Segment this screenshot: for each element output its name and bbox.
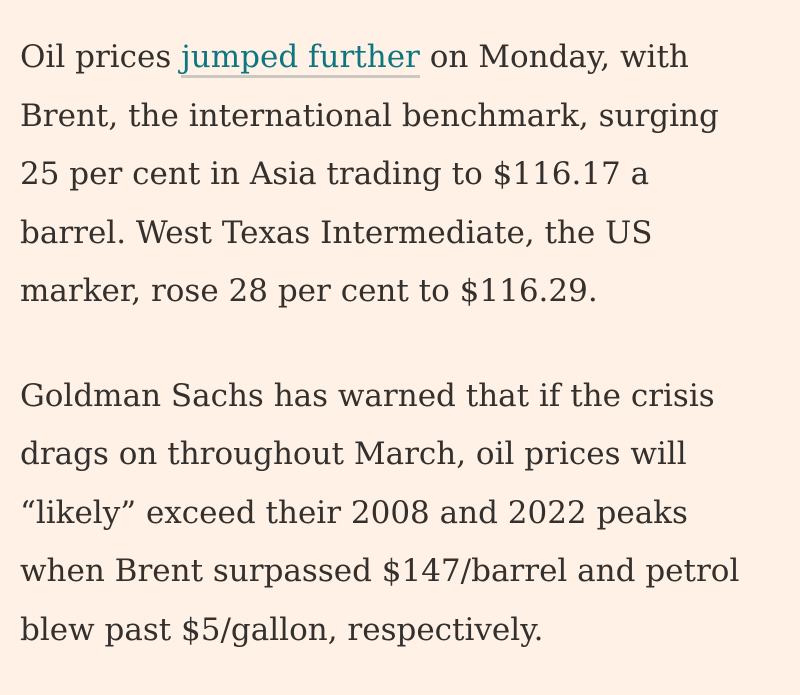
text-line: when Brent surpassed $147/barrel and pet…	[20, 553, 740, 589]
paragraph-goldman-sachs: Goldman Sachs has warned that if the cri…	[20, 367, 800, 660]
text: on Monday, with	[419, 39, 689, 75]
text-line: Brent, the international benchmark, surg…	[20, 97, 719, 134]
jumped-further-link[interactable]: jumped further	[181, 39, 420, 78]
text-line: marker, rose 28 per cent to $116.29.	[20, 273, 598, 309]
text-line: barrel. West Texas Intermediate, the US	[20, 214, 653, 251]
text-line: “likely” exceed their 2008 and 2022 peak…	[20, 494, 688, 531]
text: Oil prices	[20, 39, 182, 75]
text-line: drags on throughout March, oil prices wi…	[20, 436, 687, 472]
text-line: blew past $5/gallon, respectively.	[20, 611, 544, 648]
text-line: 25 per cent in Asia trading to $116.17 a	[20, 156, 650, 192]
article-body: Oil prices jumped further on Monday, wit…	[20, 28, 800, 660]
text-line: Oil prices jumped further on Monday, wit…	[20, 28, 800, 87]
text-line: Goldman Sachs has warned that if the cri…	[20, 377, 715, 414]
paragraph-oil-prices: Oil prices jumped further on Monday, wit…	[20, 28, 800, 321]
